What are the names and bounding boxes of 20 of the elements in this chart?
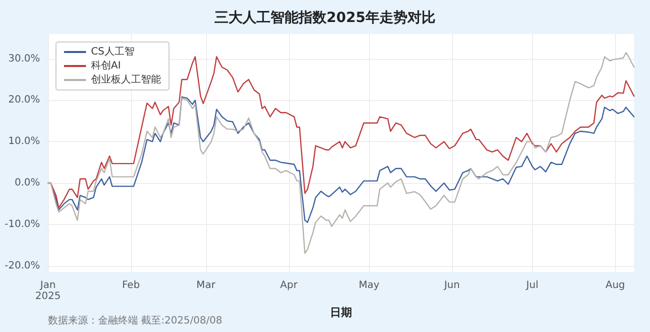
x-tick-label: Mar <box>196 280 216 291</box>
y-tick-label: 10.0% <box>8 136 40 148</box>
legend-label: 创业板人工智能 <box>91 74 161 86</box>
x-tick-label: Feb <box>122 280 140 291</box>
x-tick-label: May <box>358 280 380 291</box>
x-tick-label: Apr <box>280 280 298 291</box>
legend-label: 科创AI <box>91 60 121 72</box>
x-tick-label: Aug <box>606 280 626 291</box>
x-axis-title: 日期 <box>330 306 352 319</box>
x-tick-label: Jul <box>525 280 538 291</box>
chart-title: 三大人工智能指数2025年走势对比 <box>214 10 436 26</box>
y-tick-label: 30.0% <box>8 53 40 64</box>
legend-label: CS人工智 <box>91 46 134 58</box>
y-tick-label: 0.0% <box>14 178 40 189</box>
source-note: 数据来源：金融终端 截至:2025/08/08 <box>48 314 222 326</box>
y-tick-label: 20.0% <box>8 94 40 106</box>
y-tick-label: -10.0% <box>4 218 40 230</box>
x-tick-label: Jan 2025 <box>35 280 61 302</box>
y-tick-label: -20.0% <box>4 260 40 272</box>
x-tick-label: Jun <box>443 280 460 291</box>
